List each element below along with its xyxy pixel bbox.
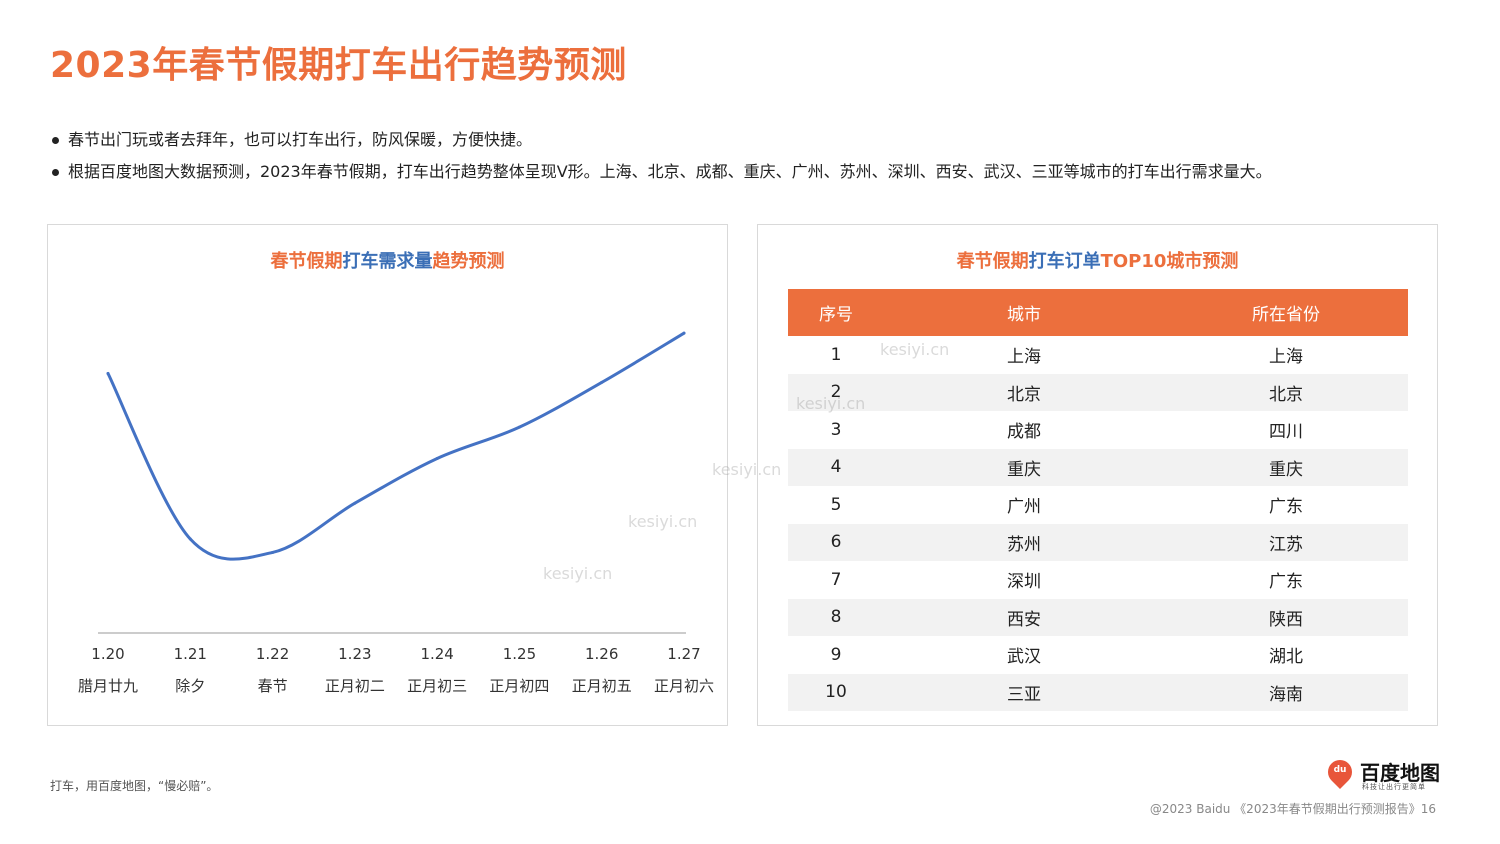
cell-province: 重庆 [1164,448,1408,486]
cell-province: 海南 [1164,673,1408,711]
cell-rank: 4 [788,448,884,486]
cell-city: 深圳 [1007,572,1041,593]
cell-rank: 6 [788,523,884,561]
logo-pin-text: du [1333,765,1347,775]
x-tick-sublabel: 正月初二 [325,677,385,695]
cell-province: 江苏 [1164,523,1408,561]
cell-city: 苏州 [884,523,1164,561]
data-point [271,550,275,554]
cell-province: 广东 [1269,497,1303,518]
cell-rank: 2 [788,373,884,411]
baidu-map-logo: du 百度地图 科技让出行更简单 [1323,755,1443,791]
cell-city: 上海 [1007,347,1041,368]
x-tick-sublabel: 腊月廿九 [78,677,138,695]
data-point [517,425,521,429]
cell-city: 成都 [1007,422,1041,443]
cell-city: 武汉 [1007,647,1041,668]
footer-copyright: @2023 Baidu 《2023年春节假期出行预测报告》16 [1149,802,1436,816]
cell-rank: 8 [788,598,884,636]
cell-rank: 3 [830,419,842,440]
x-tick-sublabel: 除夕 [175,677,205,695]
cell-city: 北京 [884,373,1164,411]
cell-city: 重庆 [884,448,1164,486]
data-point [435,456,439,460]
header-rank: 序号 [788,289,884,336]
bullet-item: 根据百度地图大数据预测，2023年春节假期，打车出行趋势整体呈现V形。上海、北京… [50,156,1272,188]
chart-title-part: 打车需求量 [342,251,433,272]
x-tick-sublabel: 正月初五 [572,677,632,695]
x-tick-sublabel: 正月初四 [489,677,549,695]
data-point [682,331,686,335]
table-row: 2 北京 北京 [788,373,1408,411]
x-tick-label: 1.27 [667,645,700,663]
data-point [106,371,110,375]
x-tick-sublabel: 正月初三 [407,677,467,695]
data-point [353,501,357,505]
page-title: 2023年春节假期打车出行趋势预测 [50,45,627,86]
trend-line-chart: 1.20 腊月廿九 1.21 除夕 1.22 春节 1.23 正月初二 1.24 正月初三 1.25… [78,331,714,695]
top10-table-panel: 春节假期打车订单TOP10城市预测 序号 城市 所在省份 1 上海 上海 2 北京 北京 3… [757,224,1438,726]
summary-bullets: 春节出门玩或者去拜年，也可以打车出行，防风保暖，方便快捷。 根据百度地图大数据预… [50,124,1272,188]
table-title: 春节假期打车订单TOP10城市预测 [758,247,1437,273]
cell-city: 西安 [884,598,1164,636]
x-tick-label: 1.20 [91,645,124,663]
bullet-item: 春节出门玩或者去拜年，也可以打车出行，防风保暖，方便快捷。 [50,124,1272,156]
table-title-part: TOP10城市预测 [1100,251,1239,272]
table-row: 3 成都 四川 [788,411,1408,449]
x-tick-label: 1.22 [256,645,289,663]
x-tick-label: 1.21 [174,645,207,663]
series-line [106,331,686,561]
trend-chart-panel: 春节假期打车需求量趋势预测 1.20 腊月廿九 1.21 除夕 1.22 春节 1.23 正月… [47,224,728,726]
cell-province: 北京 [1164,373,1408,411]
x-tick-label: 1.25 [503,645,536,663]
logo-name: 百度地图 [1360,761,1440,785]
cell-city: 三亚 [884,673,1164,711]
table-title-part: 春节假期 [956,251,1029,272]
cell-city: 广州 [1007,497,1041,518]
cell-rank: 5 [830,494,842,515]
cell-province: 广东 [1269,572,1303,593]
table-row: 9 武汉 湖北 [788,636,1408,674]
chart-title-part: 春节假期 [270,251,343,272]
x-tick-sublabel: 正月初六 [654,677,714,695]
table-row: 1 上海 上海 [788,336,1408,374]
chart-title-part: 趋势预测 [432,251,505,272]
x-tick-label: 1.24 [420,645,453,663]
chart-title: 春节假期打车需求量趋势预测 [48,247,727,273]
cell-rank: 10 [788,673,884,711]
x-tick-label: 1.26 [585,645,618,663]
data-point [188,537,192,541]
cell-rank: 9 [830,644,842,665]
table-row: 10 三亚 海南 [788,673,1408,711]
cell-province: 陕西 [1164,598,1408,636]
table-header-row: 序号 城市 所在省份 [788,289,1408,336]
cell-rank: 1 [830,344,842,365]
logo-slogan: 科技让出行更简单 [1362,783,1426,791]
header-province: 所在省份 [1164,289,1408,336]
data-point [600,380,604,384]
x-tick-label: 1.23 [338,645,371,663]
table-row: 6 苏州 江苏 [788,523,1408,561]
table-row: 5 广州 广东 [788,486,1408,524]
header-city: 城市 [884,289,1164,336]
footer-note: 打车，用百度地图，“慢必赔”。 [50,779,219,793]
cell-province: 湖北 [1269,647,1303,668]
cell-province: 四川 [1269,422,1303,443]
table-title-part: 打车订单 [1028,251,1101,272]
table-row: 8 西安 陕西 [788,598,1408,636]
table-row: 7 深圳 广东 [788,561,1408,599]
table-row: 4 重庆 重庆 [788,448,1408,486]
cell-rank: 7 [830,569,842,590]
cell-province: 上海 [1269,347,1303,368]
x-tick-sublabel: 春节 [258,677,288,695]
top10-city-table: 序号 城市 所在省份 1 上海 上海 2 北京 北京 3 成都 四川 4 重庆 重庆 5 广州 广东 6 苏州江… [788,289,1408,711]
